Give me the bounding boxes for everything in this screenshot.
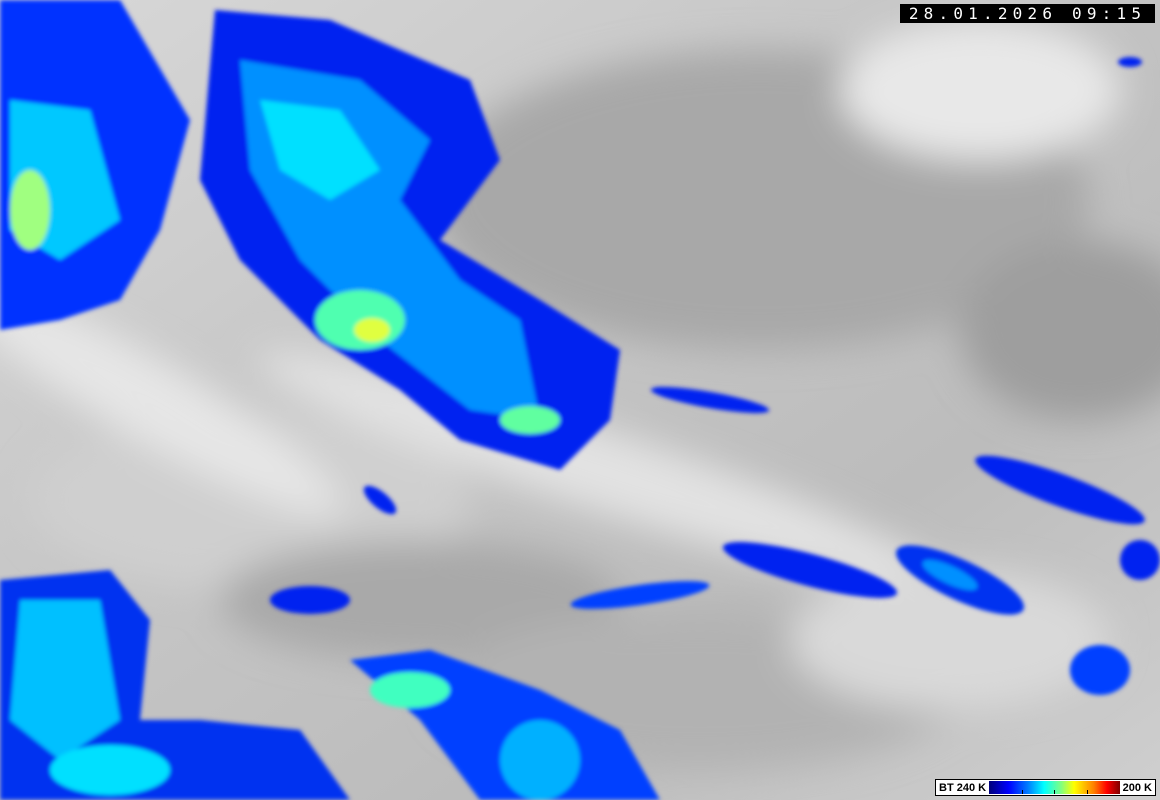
- legend-tick: [1054, 790, 1056, 794]
- legend-tick: [1087, 790, 1088, 794]
- legend-tick: [1021, 790, 1023, 794]
- temperature-legend: BT 240 K 200 K: [935, 779, 1156, 796]
- legend-color-bar: [989, 781, 1120, 794]
- legend-min-label: BT 240 K: [939, 781, 987, 794]
- legend-max-label: 200 K: [1122, 781, 1152, 794]
- timestamp-label: 28.01.2026 09:15: [900, 4, 1155, 23]
